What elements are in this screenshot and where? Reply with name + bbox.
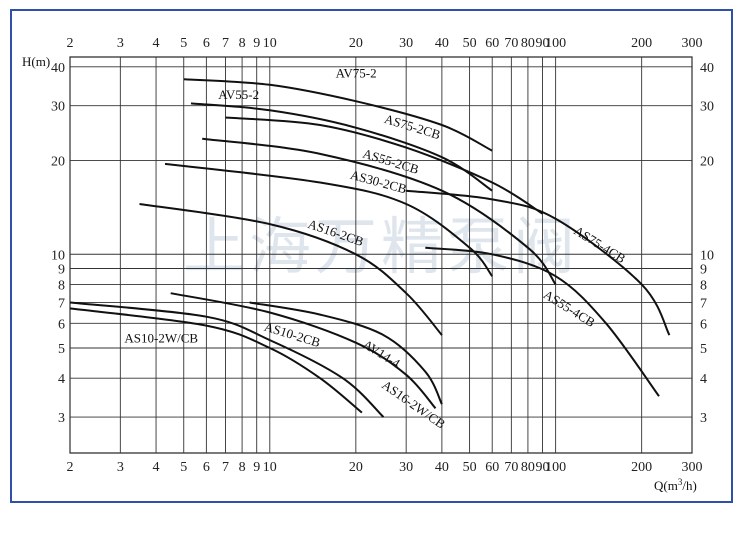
x-tick-label-bottom: 60 — [485, 460, 499, 475]
y-tick-label-left: 4 — [58, 372, 65, 387]
y-tick-label-right: 30 — [700, 100, 714, 115]
x-tick-label-top: 8 — [239, 36, 246, 51]
x-tick-label-top: 100 — [545, 36, 566, 51]
x-tick-label-top: 6 — [203, 36, 210, 51]
x-tick-label-top: 10 — [263, 36, 277, 51]
x-tick-label-bottom: 50 — [463, 460, 477, 475]
x-tick-label-top: 200 — [631, 36, 652, 51]
curve-label-av55-2: AV55-2 — [218, 87, 259, 102]
x-tick-label-bottom: 8 — [239, 460, 246, 475]
y-tick-label-left: 7 — [58, 296, 65, 311]
x-tick-label-top: 70 — [504, 36, 518, 51]
y-tick-label-left: 6 — [58, 317, 65, 332]
curve-as55-2cb — [202, 137, 557, 286]
x-tick-label-bottom: 90 — [536, 460, 550, 475]
y-tick-label-right: 10 — [700, 248, 714, 263]
y-tick-label-left: 3 — [58, 411, 65, 426]
y-tick-label-left: 8 — [58, 278, 65, 293]
y-tick-label-left: 30 — [51, 100, 65, 115]
x-tick-label-bottom: 10 — [263, 460, 277, 475]
curve-label-as75-4cb: AS75-4CB — [571, 223, 628, 267]
x-tick-label-top: 40 — [435, 36, 449, 51]
y-tick-label-left: 5 — [58, 342, 65, 357]
x-tick-label-top: 20 — [349, 36, 363, 51]
curve-as75-4cb — [406, 189, 671, 336]
x-tick-label-bottom: 2 — [67, 460, 74, 475]
chart-frame — [10, 9, 733, 503]
x-tick-label-top: 80 — [521, 36, 535, 51]
x-tick-label-top: 7 — [222, 36, 229, 51]
x-tick-label-bottom: 70 — [504, 460, 518, 475]
x-tick-label-bottom: 40 — [435, 460, 449, 475]
y-tick-label-left: 40 — [51, 61, 65, 76]
x-tick-label-top: 30 — [399, 36, 413, 51]
y-axis-title: H(m) — [22, 54, 50, 69]
y-tick-label-right: 3 — [700, 411, 707, 426]
curve-av75-2 — [183, 78, 493, 152]
curve-label-av75-2: AV75-2 — [336, 65, 377, 80]
x-tick-label-bottom: 30 — [399, 460, 413, 475]
curve-as10-2cb — [69, 301, 385, 418]
y-tick-label-right: 7 — [700, 296, 707, 311]
curve-as75-2cb — [225, 116, 544, 215]
x-tick-label-bottom: 6 — [203, 460, 210, 475]
x-tick-label-bottom: 5 — [180, 460, 187, 475]
x-tick-label-top: 60 — [485, 36, 499, 51]
x-tick-label-top: 5 — [180, 36, 187, 51]
watermark: 上海万精泵阀 — [183, 210, 579, 283]
x-tick-label-bottom: 3 — [117, 460, 124, 475]
x-tick-label-top: 300 — [682, 36, 703, 51]
y-tick-label-right: 4 — [700, 372, 707, 387]
curve-as16-2w-cb — [170, 292, 437, 409]
y-tick-label-right: 40 — [700, 61, 714, 76]
curve-as16-2cb — [139, 203, 443, 336]
x-tick-label-bottom: 9 — [253, 460, 260, 475]
x-tick-label-bottom: 300 — [682, 460, 703, 475]
x-tick-label-bottom: 20 — [349, 460, 363, 475]
y-tick-label-right: 20 — [700, 155, 714, 170]
y-tick-label-left: 20 — [51, 155, 65, 170]
y-tick-label-right: 8 — [700, 278, 707, 293]
x-tick-label-top: 2 — [67, 36, 74, 51]
x-tick-label-top: 90 — [536, 36, 550, 51]
x-tick-label-bottom: 80 — [521, 460, 535, 475]
x-tick-label-bottom: 100 — [545, 460, 566, 475]
x-tick-label-top: 4 — [153, 36, 160, 51]
y-tick-label-left: 10 — [51, 248, 65, 263]
x-axis-title: Q(m3/h) — [654, 477, 697, 493]
x-tick-label-top: 9 — [253, 36, 260, 51]
y-tick-label-right: 9 — [700, 263, 707, 278]
curve-as10-2w-cb — [69, 307, 363, 414]
curve-as55-4cb — [425, 246, 660, 397]
x-tick-label-bottom: 200 — [631, 460, 652, 475]
y-tick-label-right: 5 — [700, 342, 707, 357]
x-tick-label-top: 3 — [117, 36, 124, 51]
curve-av55-2 — [190, 102, 493, 192]
x-tick-label-bottom: 7 — [222, 460, 229, 475]
curve-av14-4 — [249, 301, 443, 405]
curve-label-av14-4: AV14-4 — [360, 336, 403, 371]
x-tick-label-top: 50 — [463, 36, 477, 51]
x-tick-label-bottom: 4 — [153, 460, 160, 475]
y-tick-label-right: 6 — [700, 317, 707, 332]
curve-label-as16-2w-cb: AS16-2W/CB — [379, 377, 448, 432]
y-tick-label-left: 9 — [58, 263, 65, 278]
curve-label-as10-2w-cb: AS10-2W/CB — [124, 331, 198, 346]
